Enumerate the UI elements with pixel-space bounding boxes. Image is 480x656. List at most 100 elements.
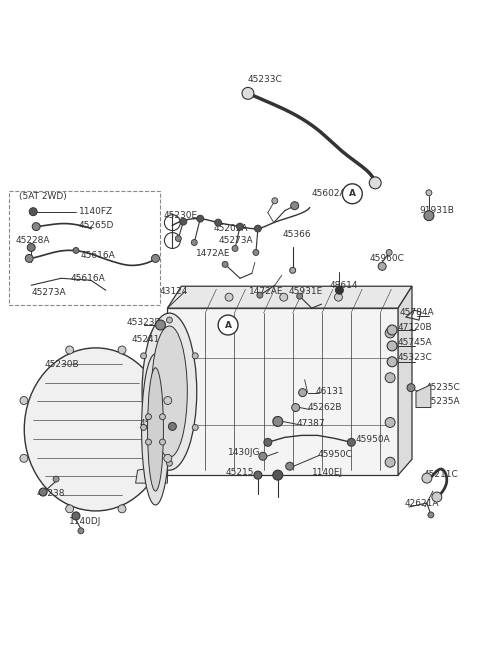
Circle shape xyxy=(432,492,442,502)
Circle shape xyxy=(254,471,262,479)
Circle shape xyxy=(141,424,146,430)
Text: 42621A: 42621A xyxy=(405,499,440,508)
Circle shape xyxy=(222,261,228,268)
Circle shape xyxy=(32,222,40,230)
Circle shape xyxy=(180,218,187,225)
Circle shape xyxy=(66,505,73,513)
Text: A: A xyxy=(349,190,356,198)
Text: 1472AE: 1472AE xyxy=(196,249,231,258)
Text: 45950C: 45950C xyxy=(318,450,352,459)
Circle shape xyxy=(225,293,233,301)
Text: 45273A: 45273A xyxy=(218,236,253,245)
Text: 1140FZ: 1140FZ xyxy=(79,207,113,216)
Circle shape xyxy=(385,457,395,467)
Circle shape xyxy=(292,403,300,411)
Circle shape xyxy=(385,328,395,338)
Circle shape xyxy=(385,417,395,428)
Circle shape xyxy=(387,357,397,367)
Text: 45265D: 45265D xyxy=(79,221,114,230)
Circle shape xyxy=(335,293,342,301)
Bar xyxy=(168,308,398,475)
Circle shape xyxy=(242,87,254,99)
Circle shape xyxy=(272,197,278,204)
Text: 45745A: 45745A xyxy=(397,338,432,348)
Text: 45950A: 45950A xyxy=(355,435,390,444)
Circle shape xyxy=(118,346,126,354)
Circle shape xyxy=(192,424,198,430)
Circle shape xyxy=(168,422,176,430)
Text: 45235A: 45235A xyxy=(426,397,460,406)
Circle shape xyxy=(192,239,197,245)
Text: 46131: 46131 xyxy=(315,387,344,396)
Circle shape xyxy=(369,177,381,189)
Circle shape xyxy=(159,439,166,445)
Text: (5AT 2WD): (5AT 2WD) xyxy=(19,192,67,201)
Circle shape xyxy=(145,439,152,445)
Circle shape xyxy=(264,438,272,446)
Circle shape xyxy=(27,243,35,251)
Text: 45323C: 45323C xyxy=(397,354,432,362)
Text: 1140EJ: 1140EJ xyxy=(312,468,343,477)
Text: 91931B: 91931B xyxy=(419,206,454,215)
Text: A: A xyxy=(225,321,231,329)
Circle shape xyxy=(192,353,198,359)
Circle shape xyxy=(39,488,47,496)
Text: 45230E: 45230E xyxy=(164,211,198,220)
Circle shape xyxy=(20,396,28,405)
Circle shape xyxy=(257,292,263,298)
Text: 45616A: 45616A xyxy=(81,251,116,260)
Circle shape xyxy=(145,414,152,420)
Circle shape xyxy=(253,249,259,255)
Text: 45235C: 45235C xyxy=(426,383,461,392)
Ellipse shape xyxy=(142,313,197,470)
Circle shape xyxy=(164,455,172,462)
Circle shape xyxy=(141,353,146,359)
Text: 45228A: 45228A xyxy=(15,236,50,245)
Text: 48614: 48614 xyxy=(329,281,358,290)
Circle shape xyxy=(156,320,166,330)
Circle shape xyxy=(426,190,432,195)
Circle shape xyxy=(25,255,33,262)
Ellipse shape xyxy=(142,354,169,505)
Circle shape xyxy=(428,512,434,518)
Text: 45273A: 45273A xyxy=(31,288,66,297)
Circle shape xyxy=(175,236,181,241)
Circle shape xyxy=(290,268,296,274)
Polygon shape xyxy=(398,286,412,475)
Circle shape xyxy=(342,184,362,204)
Circle shape xyxy=(254,225,262,232)
Text: 45215: 45215 xyxy=(225,468,253,477)
Circle shape xyxy=(152,255,159,262)
Text: 45241A: 45241A xyxy=(132,335,166,344)
Ellipse shape xyxy=(152,326,187,457)
Text: 45238: 45238 xyxy=(36,489,65,497)
Polygon shape xyxy=(168,286,412,308)
Text: 47120B: 47120B xyxy=(397,323,432,333)
Circle shape xyxy=(297,293,302,299)
Circle shape xyxy=(385,373,395,382)
Circle shape xyxy=(72,512,80,520)
Text: 45211C: 45211C xyxy=(424,470,459,479)
Text: 43124: 43124 xyxy=(159,287,188,296)
Text: 1430JG: 1430JG xyxy=(228,448,261,457)
Polygon shape xyxy=(136,465,168,483)
Circle shape xyxy=(237,223,243,230)
Circle shape xyxy=(232,245,238,251)
Text: 45323B: 45323B xyxy=(127,318,161,327)
Text: 45366: 45366 xyxy=(283,230,312,239)
Circle shape xyxy=(78,528,84,534)
Text: 45202A: 45202A xyxy=(213,224,248,233)
Ellipse shape xyxy=(147,368,164,491)
Circle shape xyxy=(280,293,288,301)
Circle shape xyxy=(118,505,126,513)
Polygon shape xyxy=(416,384,431,407)
Circle shape xyxy=(348,438,355,446)
Circle shape xyxy=(164,396,172,405)
Circle shape xyxy=(197,215,204,222)
Circle shape xyxy=(20,455,28,462)
Text: 45931E: 45931E xyxy=(288,287,323,296)
Text: 45364B: 45364B xyxy=(140,419,174,428)
Circle shape xyxy=(167,317,172,323)
Ellipse shape xyxy=(24,348,168,511)
Circle shape xyxy=(291,202,299,210)
